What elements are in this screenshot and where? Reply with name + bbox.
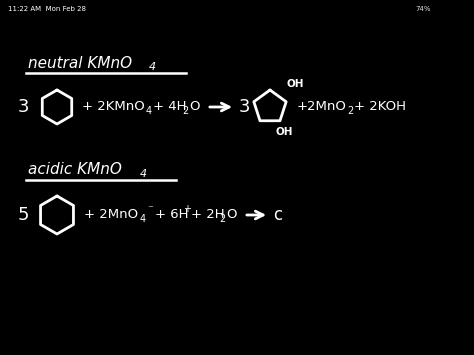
Text: O: O (189, 100, 200, 114)
Text: 2: 2 (219, 214, 225, 224)
Text: 74%: 74% (415, 6, 430, 12)
Text: acidic KMnO: acidic KMnO (28, 163, 122, 178)
Text: OH: OH (275, 126, 292, 137)
Text: 5: 5 (18, 206, 29, 224)
Text: 4: 4 (146, 106, 152, 116)
Text: 4: 4 (149, 62, 156, 72)
Text: 4: 4 (140, 169, 147, 179)
Text: 3: 3 (18, 98, 29, 116)
Text: 11:22 AM  Mon Feb 28: 11:22 AM Mon Feb 28 (8, 6, 86, 12)
Text: + 2KMnO: + 2KMnO (82, 100, 145, 114)
Text: +: + (183, 204, 191, 214)
Text: 2: 2 (347, 106, 353, 116)
Text: + 4H: + 4H (153, 100, 186, 114)
Text: O: O (226, 208, 237, 222)
Text: 4: 4 (140, 214, 146, 224)
Text: + 2KOH: + 2KOH (354, 100, 406, 114)
Text: c: c (273, 206, 282, 224)
Text: ⁻: ⁻ (147, 204, 153, 214)
Text: 2: 2 (182, 106, 188, 116)
Text: neutral KMnO: neutral KMnO (28, 55, 132, 71)
Text: 3: 3 (239, 98, 250, 116)
Text: + 2H: + 2H (191, 208, 225, 222)
Text: + 2MnO: + 2MnO (84, 208, 138, 222)
Text: + 6H: + 6H (155, 208, 189, 222)
Text: +2MnO: +2MnO (297, 100, 347, 114)
Text: OH: OH (287, 79, 304, 89)
